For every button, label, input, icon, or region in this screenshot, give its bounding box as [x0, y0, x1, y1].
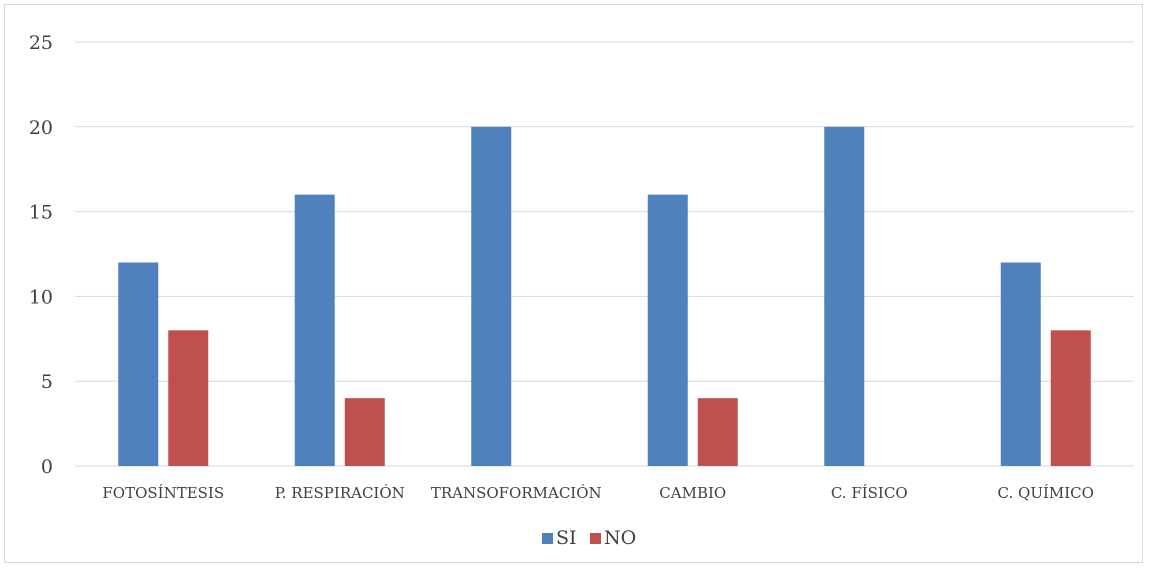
bar-si-3 — [647, 194, 688, 466]
y-axis-ticks: 0 5 10 15 20 25 — [29, 32, 53, 478]
bar-no-5 — [1050, 330, 1091, 466]
legend-swatch-si — [542, 533, 553, 544]
legend-swatch-no — [590, 533, 601, 544]
bar-si-0 — [118, 262, 159, 466]
y-tick-label: 15 — [29, 202, 53, 224]
bar-si-4 — [824, 126, 865, 467]
legend-label-si: SI — [556, 527, 577, 549]
y-tick-label: 5 — [41, 371, 53, 393]
bar-si-5 — [1000, 262, 1041, 466]
x-tick-label: C. QUÍMICO — [998, 484, 1094, 502]
legend: SI NO — [542, 527, 636, 549]
bar-si-2 — [471, 126, 512, 467]
y-tick-label: 0 — [41, 456, 53, 478]
x-tick-label: C. FÍSICO — [831, 484, 908, 502]
y-tick-label: 10 — [29, 286, 53, 308]
bar-no-0 — [168, 330, 209, 466]
bar-no-1 — [344, 398, 385, 466]
y-tick-label: 20 — [29, 117, 53, 139]
bar-si-1 — [294, 194, 335, 466]
bar-chart: 0 5 10 15 20 25 FOTOSÍNTESIS P. RESPIRACIÓN TRA… — [29, 32, 1134, 549]
x-tick-label: FOTOSÍNTESIS — [102, 484, 224, 502]
bars — [118, 126, 1091, 467]
x-tick-label: TRANSOFORMACIÓN — [431, 484, 602, 502]
x-tick-label: CAMBIO — [659, 484, 726, 502]
bar-no-3 — [697, 398, 738, 466]
legend-label-no: NO — [604, 527, 636, 549]
x-axis-ticks: FOTOSÍNTESIS P. RESPIRACIÓN TRANSOFORMACIÓ… — [102, 484, 1094, 502]
gridlines — [75, 41, 1134, 467]
chart-frame: 0 5 10 15 20 25 FOTOSÍNTESIS P. RESPIRACIÓN TRA… — [4, 4, 1143, 563]
y-tick-label: 25 — [29, 32, 53, 54]
x-tick-label: P. RESPIRACIÓN — [275, 484, 405, 502]
